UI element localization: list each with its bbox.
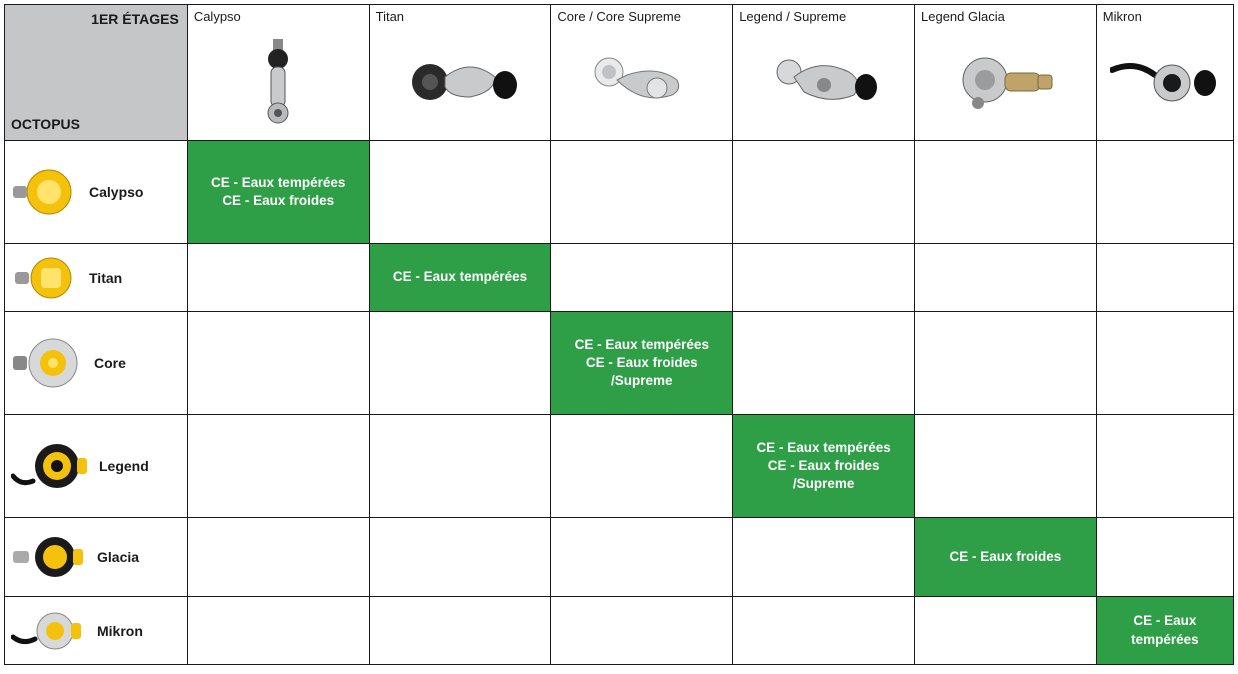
cell-line: CE - Eaux tempérées bbox=[1101, 612, 1229, 648]
row-calypso: Calypso CE - Eaux tempérées CE - Eaux fr… bbox=[5, 141, 1234, 244]
cell-5-1 bbox=[369, 597, 551, 665]
row-header-titan: Titan bbox=[5, 244, 188, 312]
cell-5-3 bbox=[733, 597, 915, 665]
cell-2-4 bbox=[915, 312, 1097, 415]
row-header-calypso: Calypso bbox=[5, 141, 188, 244]
octopus-glacia-icon bbox=[11, 529, 89, 585]
col-header-glacia: Legend Glacia bbox=[915, 5, 1097, 141]
row-label: Mikron bbox=[97, 623, 143, 639]
corner-header-cell: 1ER ÉTAGES OCTOPUS bbox=[5, 5, 188, 141]
first-stage-core-icon bbox=[551, 24, 732, 140]
cell-1-0 bbox=[187, 244, 369, 312]
cell-2-0 bbox=[187, 312, 369, 415]
cell-4-4: CE - Eaux froides bbox=[915, 518, 1097, 597]
cell-1-4 bbox=[915, 244, 1097, 312]
cell-0-0: CE - Eaux tempérées CE - Eaux froides bbox=[187, 141, 369, 244]
cell-line: CE - Eaux froides bbox=[919, 548, 1092, 566]
cell-2-2: CE - Eaux tempérées CE - Eaux froides /S… bbox=[551, 312, 733, 415]
col-header-calypso: Calypso bbox=[187, 5, 369, 141]
cell-line: CE - Eaux froides /Supreme bbox=[737, 457, 910, 493]
cell-line: CE - Eaux tempérées bbox=[192, 174, 365, 192]
cell-1-3 bbox=[733, 244, 915, 312]
header-row: 1ER ÉTAGES OCTOPUS Calypso bbox=[5, 5, 1234, 141]
corner-label-bottom: OCTOPUS bbox=[11, 116, 80, 132]
col-label: Legend Glacia bbox=[915, 5, 1096, 24]
cell-3-4 bbox=[915, 415, 1097, 518]
row-mikron: Mikron CE - Eaux tempérées bbox=[5, 597, 1234, 665]
cell-2-1 bbox=[369, 312, 551, 415]
cell-5-5: CE - Eaux tempérées bbox=[1096, 597, 1233, 665]
cell-2-5 bbox=[1096, 312, 1233, 415]
cell-5-0 bbox=[187, 597, 369, 665]
cell-5-2 bbox=[551, 597, 733, 665]
cell-4-3 bbox=[733, 518, 915, 597]
row-legend: Legend CE - Eaux tempérées CE - Eaux fro… bbox=[5, 415, 1234, 518]
first-stage-glacia-icon bbox=[915, 24, 1096, 140]
row-core: Core CE - Eaux tempérées CE - Eaux froid… bbox=[5, 312, 1234, 415]
first-stage-legend-icon bbox=[733, 24, 914, 140]
row-label: Legend bbox=[99, 458, 149, 474]
first-stage-mikron-icon bbox=[1097, 24, 1233, 140]
cell-0-1 bbox=[369, 141, 551, 244]
col-label: Core / Core Supreme bbox=[551, 5, 732, 24]
row-header-glacia: Glacia bbox=[5, 518, 188, 597]
matrix-body: Calypso CE - Eaux tempérées CE - Eaux fr… bbox=[5, 141, 1234, 665]
octopus-legend-icon bbox=[11, 436, 91, 496]
row-label: Calypso bbox=[89, 184, 143, 200]
cell-2-3 bbox=[733, 312, 915, 415]
cell-3-3: CE - Eaux tempérées CE - Eaux froides /S… bbox=[733, 415, 915, 518]
col-header-mikron: Mikron bbox=[1096, 5, 1233, 141]
col-label: Legend / Supreme bbox=[733, 5, 914, 24]
octopus-core-icon bbox=[11, 332, 86, 394]
octopus-titan-icon bbox=[11, 252, 81, 304]
cell-0-2 bbox=[551, 141, 733, 244]
row-header-core: Core bbox=[5, 312, 188, 415]
col-label: Titan bbox=[370, 5, 551, 24]
cell-1-2 bbox=[551, 244, 733, 312]
cell-5-4 bbox=[915, 597, 1097, 665]
col-header-core: Core / Core Supreme bbox=[551, 5, 733, 141]
col-header-legend: Legend / Supreme bbox=[733, 5, 915, 141]
compatibility-matrix-table: 1ER ÉTAGES OCTOPUS Calypso bbox=[4, 4, 1234, 665]
octopus-calypso-icon bbox=[11, 162, 81, 222]
cell-1-5 bbox=[1096, 244, 1233, 312]
cell-4-5 bbox=[1096, 518, 1233, 597]
cell-4-1 bbox=[369, 518, 551, 597]
cell-line: CE - Eaux tempérées bbox=[374, 268, 547, 286]
row-label: Titan bbox=[89, 270, 122, 286]
cell-3-2 bbox=[551, 415, 733, 518]
cell-4-2 bbox=[551, 518, 733, 597]
cell-3-0 bbox=[187, 415, 369, 518]
cell-0-3 bbox=[733, 141, 915, 244]
col-header-titan: Titan bbox=[369, 5, 551, 141]
first-stage-titan-icon bbox=[370, 24, 551, 140]
row-label: Core bbox=[94, 355, 126, 371]
cell-line: CE - Eaux tempérées bbox=[737, 439, 910, 457]
octopus-mikron-icon bbox=[11, 607, 89, 655]
cell-line: CE - Eaux tempérées bbox=[555, 336, 728, 354]
row-header-mikron: Mikron bbox=[5, 597, 188, 665]
col-label: Mikron bbox=[1097, 5, 1233, 24]
row-glacia: Glacia CE - Eaux froides bbox=[5, 518, 1234, 597]
cell-line: CE - Eaux froides bbox=[192, 192, 365, 210]
row-header-legend: Legend bbox=[5, 415, 188, 518]
first-stage-calypso-icon bbox=[188, 24, 369, 140]
corner-label-top: 1ER ÉTAGES bbox=[91, 11, 179, 27]
col-label: Calypso bbox=[188, 5, 369, 24]
cell-3-5 bbox=[1096, 415, 1233, 518]
row-titan: Titan CE - Eaux tempérées bbox=[5, 244, 1234, 312]
cell-1-1: CE - Eaux tempérées bbox=[369, 244, 551, 312]
cell-3-1 bbox=[369, 415, 551, 518]
cell-0-4 bbox=[915, 141, 1097, 244]
cell-0-5 bbox=[1096, 141, 1233, 244]
cell-line: CE - Eaux froides /Supreme bbox=[555, 354, 728, 390]
row-label: Glacia bbox=[97, 549, 139, 565]
cell-4-0 bbox=[187, 518, 369, 597]
